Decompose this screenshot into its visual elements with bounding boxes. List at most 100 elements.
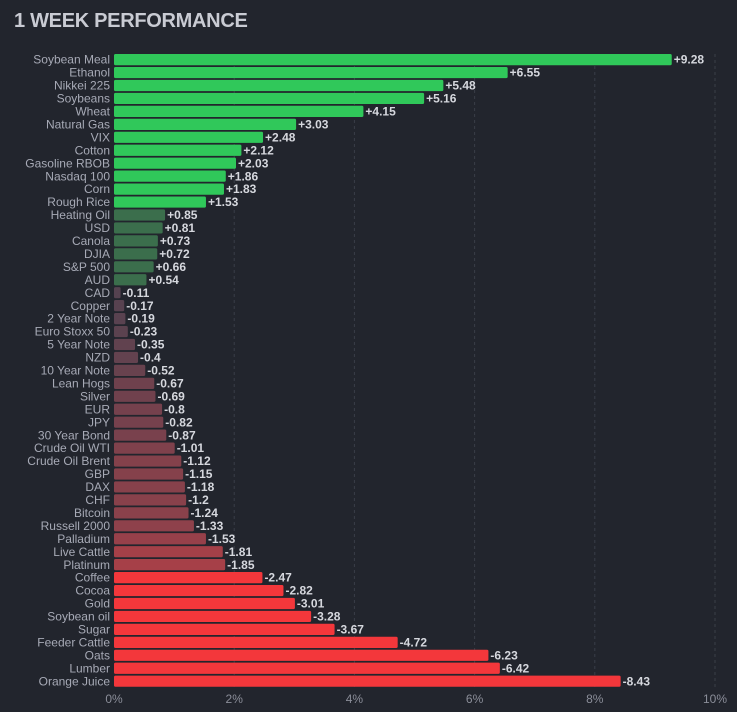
bar-row: DAX -1.18 [85, 480, 214, 494]
bar-row: Cotton +2.12 [75, 143, 274, 157]
category-label: Sugar [78, 623, 110, 637]
bar-row: GBP -1.15 [85, 467, 213, 481]
value-label: -0.4 [140, 351, 161, 365]
bar [114, 649, 489, 661]
bar [114, 351, 139, 364]
x-tick-label: 2% [226, 692, 244, 706]
bar-row: Lumber -6.42 [69, 661, 529, 675]
bar-row: Silver -0.69 [80, 389, 185, 403]
bar [114, 416, 164, 428]
category-label: 10 Year Note [41, 364, 111, 378]
value-label: -0.67 [156, 376, 184, 390]
bar-row: Bitcoin -1.24 [74, 506, 218, 520]
value-label: -4.72 [400, 635, 428, 649]
category-label: 5 Year Note [47, 338, 110, 352]
bar [114, 235, 158, 247]
bar [114, 403, 163, 415]
bar [114, 92, 425, 105]
bar [114, 597, 295, 610]
category-label: VIX [91, 130, 110, 144]
bar-row: Crude Oil WTI -1.01 [34, 441, 204, 455]
value-label: -1.24 [191, 506, 219, 520]
bar [114, 546, 223, 558]
category-label: Silver [80, 389, 110, 403]
category-label: Russell 2000 [41, 519, 111, 533]
bar-row: Orange Juice -8.43 [39, 674, 651, 688]
bar-row: Gasoline RBOB +2.03 [25, 156, 268, 170]
bar [114, 442, 175, 454]
value-label: -0.8 [164, 402, 185, 416]
category-label: Cotton [75, 143, 110, 157]
bar [114, 196, 206, 208]
bar [114, 66, 508, 79]
bar-row: Lean Hogs -0.67 [52, 376, 184, 390]
bar [114, 377, 155, 389]
bar [114, 79, 444, 92]
bar-row: Palladium -1.53 [57, 532, 235, 546]
bar [114, 572, 263, 584]
bar [114, 54, 672, 66]
value-label: -2.47 [264, 571, 292, 585]
bar [114, 429, 167, 441]
bar [114, 287, 121, 299]
category-label: Natural Gas [46, 117, 110, 131]
value-label: -1.12 [183, 454, 211, 468]
bar [114, 494, 187, 506]
category-label: DAX [85, 480, 110, 494]
category-label: Bitcoin [74, 506, 110, 520]
value-label: +1.86 [228, 169, 259, 183]
bar [114, 455, 182, 467]
bar [114, 274, 147, 286]
category-label: Oats [85, 648, 110, 662]
value-label: -1.81 [225, 545, 253, 559]
bar-row: DJIA +0.72 [84, 247, 190, 261]
value-label: +0.85 [167, 208, 198, 222]
bar-row: 2 Year Note -0.19 [47, 312, 155, 326]
bar [114, 468, 184, 480]
value-label: +0.72 [159, 247, 190, 261]
category-label: JPY [88, 415, 110, 429]
category-label: 2 Year Note [47, 312, 110, 326]
bar-row: Soybean oil -3.28 [47, 610, 341, 624]
bar [114, 481, 185, 493]
x-tick-label: 6% [466, 692, 484, 706]
value-label: +0.81 [165, 221, 196, 235]
bar [114, 636, 398, 648]
category-label: Orange Juice [39, 674, 111, 688]
bar [114, 390, 156, 402]
value-label: -0.52 [147, 364, 175, 378]
value-label: -1.33 [196, 519, 224, 533]
bar-row: Live Cattle -1.81 [53, 545, 252, 559]
value-label: -3.01 [297, 597, 325, 611]
bar-row: Cocoa -2.82 [75, 584, 313, 598]
category-label: Canola [72, 234, 110, 248]
bar [114, 222, 163, 234]
value-label: -6.23 [490, 648, 518, 662]
bar [114, 105, 364, 117]
category-label: DJIA [84, 247, 110, 261]
value-label: +5.16 [426, 92, 457, 106]
bar-row: Corn +1.83 [84, 182, 257, 196]
value-label: +2.12 [243, 143, 274, 157]
value-label: +5.48 [445, 79, 476, 93]
value-label: +6.55 [510, 66, 541, 80]
bar [114, 157, 237, 169]
bar [114, 623, 335, 635]
bar-row: 5 Year Note -0.35 [47, 338, 164, 352]
bar-row: Euro Stoxx 50 -0.23 [35, 325, 158, 339]
bar-row: Copper -0.17 [71, 299, 154, 313]
x-tick-label: 0% [105, 692, 123, 706]
value-label: +1.53 [208, 195, 239, 209]
chart-title: 1 WEEK PERFORMANCE [14, 10, 248, 32]
bar-row: Ethanol +6.55 [69, 66, 540, 80]
category-label: Cocoa [75, 584, 110, 598]
bar [114, 584, 284, 597]
bar [114, 209, 166, 221]
bar [114, 520, 194, 532]
category-label: Nikkei 225 [54, 79, 110, 93]
value-label: -0.35 [137, 338, 165, 352]
bar-row: Coffee -2.47 [75, 571, 292, 585]
category-label: Lumber [69, 661, 110, 675]
value-label: -8.43 [623, 674, 651, 688]
